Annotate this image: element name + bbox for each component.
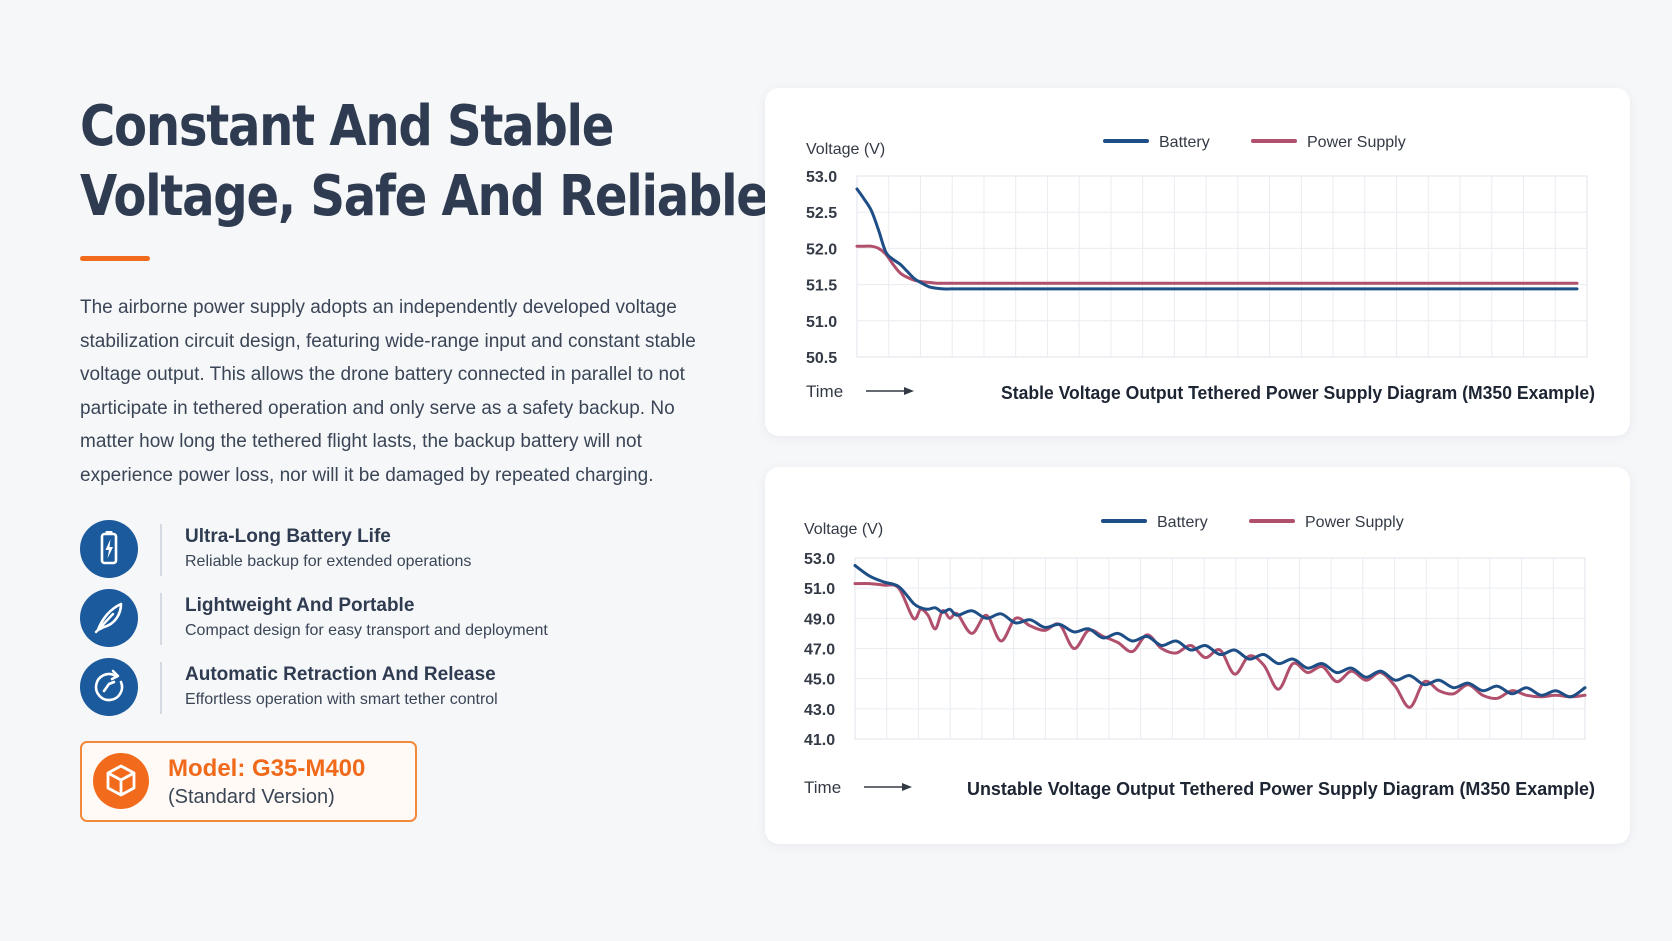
feature-subtitle: Effortless operation with smart tether c…: [185, 691, 498, 708]
feature-item-lightweight: Lightweight And Portable Compact design …: [80, 589, 720, 658]
legend-label: Power Supply: [1305, 514, 1404, 531]
y-tick-label: 51.0: [804, 581, 835, 598]
legend-label: Battery: [1157, 514, 1208, 531]
series-line-battery: [855, 187, 1579, 291]
feature-divider: [160, 593, 162, 645]
feature-item-retraction: Automatic Retraction And Release Effortl…: [80, 658, 720, 727]
x-axis-label: Time: [806, 382, 843, 401]
time-arrow-head: [902, 783, 912, 791]
series-line-power-supply: [853, 582, 1587, 709]
y-axis-label: Voltage (V): [806, 141, 885, 158]
feature-item-battery-life: Ultra-Long Battery Life Reliable backup …: [80, 520, 720, 589]
unstable-voltage-chart: 53.0 51.0 49.0 47.0 45.0 43.0 41.0 Voltage (V) B…: [804, 514, 1595, 799]
legend-label: Power Supply: [1307, 134, 1406, 151]
info-panel: Constant And Stable Voltage, Safe And Re…: [80, 92, 769, 822]
y-tick-label: 49.0: [804, 611, 835, 628]
title-line-1: Constant And Stable: [80, 94, 614, 159]
series-line-battery: [853, 564, 1587, 699]
chart-title: Stable Voltage Output Tethered Power Sup…: [1001, 383, 1595, 403]
box-icon: [93, 753, 149, 809]
series-line-power-supply: [855, 244, 1579, 285]
feature-list: Ultra-Long Battery Life Reliable backup …: [80, 520, 720, 727]
battery-bolt-icon: [80, 520, 138, 578]
chart-title: Unstable Voltage Output Tethered Power S…: [967, 779, 1595, 799]
feature-subtitle: Reliable backup for extended operations: [185, 553, 472, 570]
feature-title: Lightweight And Portable: [185, 595, 415, 616]
y-tick-label: 45.0: [804, 672, 835, 689]
y-tick-label: 47.0: [804, 642, 835, 659]
y-tick-label: 53.0: [806, 169, 837, 186]
feature-subtitle: Compact design for easy transport and de…: [185, 622, 548, 639]
description-text: The airborne power supply adopts an inde…: [80, 297, 696, 486]
y-tick-label: 51.5: [806, 278, 837, 295]
model-name: Model: G35-M400: [168, 755, 366, 782]
retraction-cycle-icon: [80, 658, 138, 716]
model-version: (Standard Version): [168, 786, 335, 808]
y-tick-label: 52.5: [806, 205, 837, 222]
y-tick-label: 53.0: [804, 551, 835, 568]
model-badge: Model: G35-M400 (Standard Version): [80, 741, 417, 822]
feature-divider: [160, 662, 162, 714]
y-tick-label: 52.0: [806, 241, 837, 258]
page-title: Constant And Stable Voltage, Safe And Re…: [80, 92, 769, 232]
stable-voltage-chart: 53.0 52.5 52.0 51.5 51.0 50.5 Voltage (V) Batte…: [806, 134, 1595, 403]
plot-area: [856, 175, 1588, 358]
stable-voltage-chart-card: 53.0 52.5 52.0 51.5 51.0 50.5 Voltage (V) Batte…: [765, 88, 1630, 436]
unstable-voltage-chart-card: 53.0 51.0 49.0 47.0 45.0 43.0 41.0 Voltage (V) B…: [765, 467, 1630, 844]
y-tick-label: 41.0: [804, 732, 835, 749]
feature-divider: [160, 524, 162, 576]
x-axis-label: Time: [804, 778, 841, 797]
feather-icon: [80, 589, 138, 647]
y-axis-label: Voltage (V): [804, 521, 883, 538]
feature-title: Automatic Retraction And Release: [185, 664, 496, 685]
feature-title: Ultra-Long Battery Life: [185, 526, 391, 547]
y-tick-label: 50.5: [806, 350, 837, 367]
title-line-2: Voltage, Safe And Reliable: [80, 164, 769, 229]
y-tick-label: 51.0: [806, 314, 837, 331]
time-arrow-head: [904, 387, 914, 395]
y-tick-label: 43.0: [804, 702, 835, 719]
title-accent-bar: [80, 256, 150, 261]
legend-label: Battery: [1159, 134, 1210, 151]
